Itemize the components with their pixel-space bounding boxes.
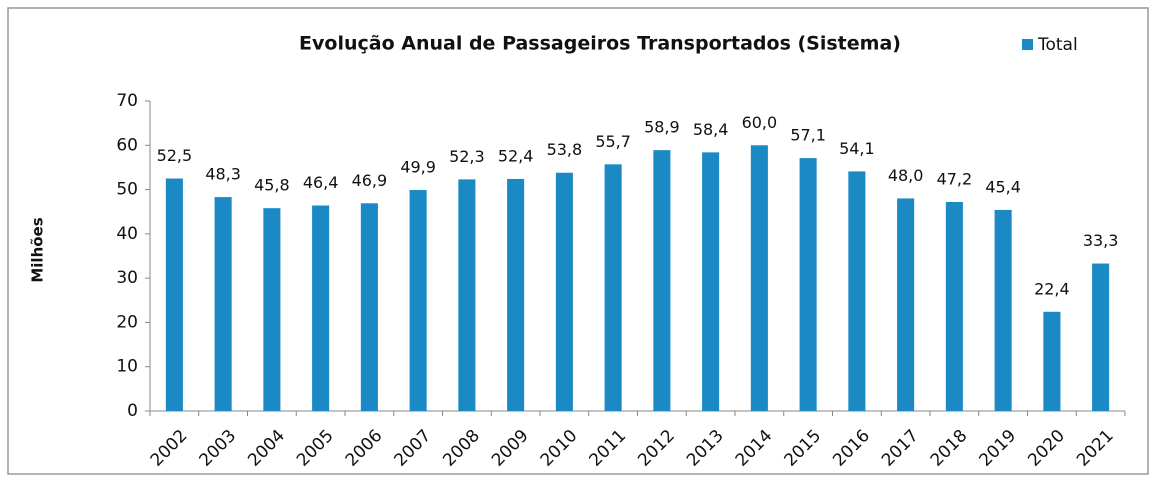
bar	[653, 150, 671, 411]
value-label: 46,4	[303, 173, 339, 192]
value-label: 58,9	[644, 118, 680, 137]
value-label: 46,9	[352, 171, 388, 190]
bar	[360, 203, 378, 411]
value-label: 54,1	[839, 139, 875, 158]
y-tick-label: 20	[116, 312, 138, 332]
value-label: 55,7	[595, 132, 631, 151]
legend-swatch	[1022, 39, 1033, 50]
value-label: 47,2	[937, 169, 973, 188]
value-label: 45,8	[254, 176, 290, 195]
value-label: 52,5	[157, 146, 193, 165]
bar	[750, 145, 768, 412]
value-label: 22,4	[1034, 279, 1070, 298]
y-axis-label: Milhões	[29, 217, 47, 282]
bar	[848, 171, 866, 411]
bar	[214, 197, 232, 411]
y-tick-label: 10	[116, 357, 138, 377]
bar	[555, 172, 573, 411]
chart-title: Evolução Anual de Passageiros Transporta…	[299, 33, 901, 55]
bar	[994, 209, 1012, 411]
value-label: 48,0	[888, 166, 924, 185]
bar	[409, 190, 427, 411]
bar	[945, 201, 963, 411]
value-label: 52,4	[498, 146, 534, 165]
bar	[1043, 311, 1061, 411]
bar	[604, 164, 622, 411]
bar	[312, 205, 330, 411]
y-tick-label: 0	[127, 401, 138, 421]
value-label: 60,0	[742, 113, 778, 132]
value-label: 48,3	[205, 165, 241, 184]
value-label: 53,8	[547, 140, 583, 159]
value-label: 49,9	[400, 158, 436, 177]
value-label: 45,4	[985, 177, 1021, 196]
bar	[702, 152, 720, 411]
bar	[1092, 263, 1110, 411]
value-label: 58,4	[693, 120, 729, 139]
y-tick-label: 70	[116, 91, 138, 111]
legend-label: Total	[1037, 35, 1078, 55]
value-label: 33,3	[1083, 231, 1119, 250]
value-label: 52,3	[449, 147, 485, 166]
bar	[799, 158, 817, 411]
value-label: 57,1	[790, 126, 826, 145]
y-tick-label: 40	[116, 224, 138, 244]
bar	[165, 178, 183, 411]
bar	[458, 179, 476, 411]
bar	[507, 178, 525, 411]
y-tick-label: 50	[116, 180, 138, 200]
bar	[897, 198, 915, 411]
y-tick-label: 60	[116, 135, 138, 155]
bar	[263, 208, 281, 411]
y-tick-label: 30	[116, 268, 138, 288]
